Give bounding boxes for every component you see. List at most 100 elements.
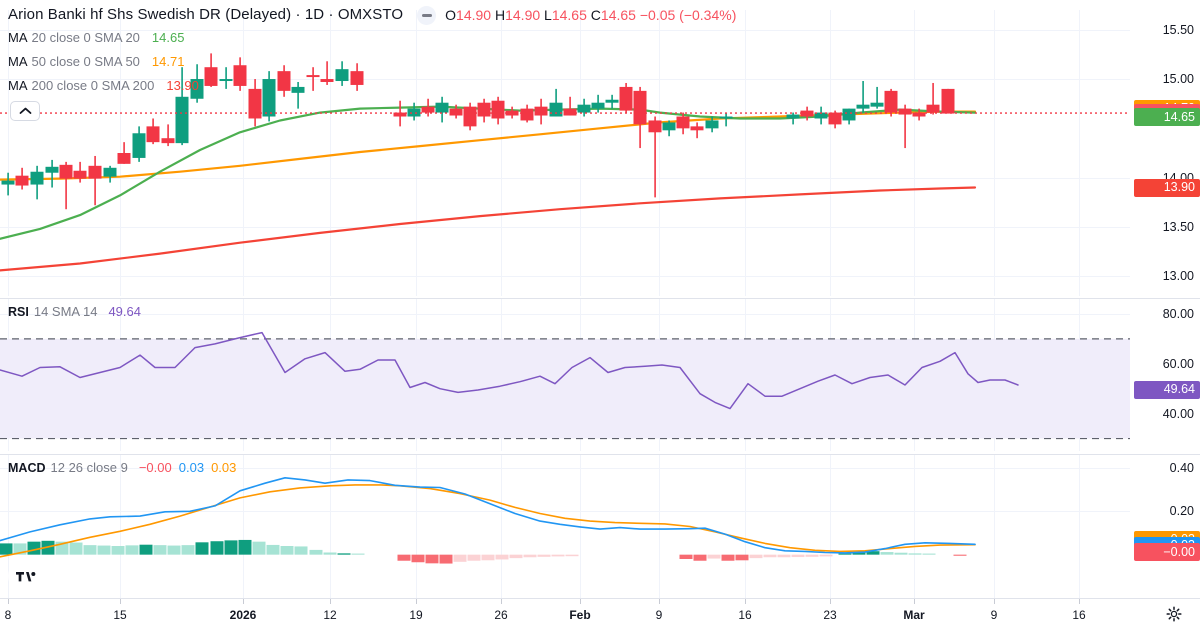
gridline-horizontal (0, 468, 1130, 469)
axis-tick-label: 0.40 (1169, 461, 1194, 475)
candle-body (277, 71, 291, 91)
candle-body (30, 171, 44, 185)
axis-tick-label: 15.00 (1162, 72, 1194, 87)
macd-axis[interactable]: 0.400.200.030.03−0.00 (1130, 455, 1200, 598)
rsi-legend[interactable]: RSI 14 SMA 14 49.64 (8, 304, 141, 319)
ohlc-change: −0.05 (−0.34%) (639, 6, 737, 23)
axis-tick-label: 13.00 (1162, 269, 1194, 284)
candle-body (662, 122, 676, 131)
macd-histogram-bar (805, 554, 819, 557)
gridline-vertical (416, 10, 417, 296)
gridline-vertical (830, 10, 831, 296)
price-axis[interactable]: 15.5015.0014.0013.5013.0014.7014.6514.65… (1130, 10, 1200, 296)
macd-histogram-bar (252, 541, 266, 555)
candle-body (421, 106, 435, 113)
rsi-legend-value: 49.64 (108, 304, 141, 319)
rsi-band (0, 338, 1130, 439)
macd-histogram-bar (351, 553, 365, 555)
macd-histogram-bar (693, 554, 707, 561)
page-title[interactable]: Arion Banki hf Shs Swedish DR (Delayed) … (8, 6, 404, 23)
time-tick-label: 15 (113, 608, 127, 622)
macd-line (0, 477, 976, 554)
candle-body (248, 88, 262, 119)
ohlc-close-value: 14.65 (600, 6, 636, 23)
candle-body (449, 108, 463, 116)
time-axis[interactable]: 8 15 2026 12 19 26 Feb 9 16 23 Mar 9 16 (0, 598, 1200, 630)
candle-body (814, 112, 828, 119)
time-tick-mark (243, 599, 244, 604)
candle-body (407, 108, 421, 117)
candle-body (477, 102, 491, 117)
axis-price-badge[interactable]: 14.65 (1134, 108, 1200, 127)
macd-legend[interactable]: MACD 12 26 close 9 −0.00 0.03 0.03 (8, 460, 236, 475)
candle-body (161, 138, 175, 144)
candle-body (233, 65, 247, 86)
macd-histogram-bar (13, 543, 27, 555)
ma200-line (0, 186, 977, 272)
macd-histogram-bar (266, 544, 280, 555)
indicator-legend-row[interactable]: MA 50 close 0 SMA 50 14.71 (8, 49, 736, 73)
axis-price-badge[interactable]: −0.00 (1134, 543, 1200, 562)
macd-value: −0.00 (138, 460, 172, 475)
candle-wick (654, 116, 656, 198)
indicator-args: 200 close 0 SMA 200 (31, 77, 155, 93)
candle-wick (569, 96, 571, 116)
time-tick-mark (830, 599, 831, 604)
macd-histogram-bar (894, 552, 908, 555)
candle-wick (312, 67, 314, 91)
macd-histogram-bar (852, 552, 866, 555)
gridline-vertical (745, 10, 746, 296)
candle-body (619, 86, 633, 111)
rsi-legend-name: RSI (8, 304, 29, 319)
candle-body (190, 79, 204, 99)
candle-body (45, 166, 59, 173)
ohlc-low-value: 14.65 (551, 6, 587, 23)
macd-histogram-bar (97, 545, 111, 555)
candle-body (786, 114, 800, 119)
candle-body (350, 71, 364, 85)
gridline-vertical (745, 455, 746, 598)
indicator-legend-row[interactable]: MA 200 close 0 SMA 200 13.90 (8, 73, 736, 97)
rsi-pane[interactable] (0, 299, 1130, 451)
candle-body (828, 112, 842, 125)
time-tick-label: 19 (409, 608, 423, 622)
candle-body (842, 108, 856, 121)
gridline-horizontal (0, 276, 1130, 278)
time-tick-label: 9 (655, 608, 663, 622)
gridline-vertical (659, 10, 660, 296)
rsi-line (0, 331, 1019, 410)
candle-body (103, 167, 117, 177)
gridline-vertical (416, 455, 417, 598)
price-pane[interactable] (0, 10, 1130, 296)
gridline-vertical (659, 455, 660, 598)
macd-pane[interactable] (0, 455, 1130, 598)
gridline-vertical (994, 10, 995, 296)
macd-histogram-bar (707, 554, 721, 559)
gridline-horizontal (0, 177, 1130, 179)
tradingview-logo[interactable] (8, 558, 44, 594)
time-tick-mark (580, 599, 581, 604)
candle-body (898, 108, 912, 115)
gridline-horizontal (0, 313, 1130, 315)
gear-icon[interactable] (1166, 606, 1182, 622)
axis-price-badge[interactable]: 49.64 (1134, 380, 1200, 399)
hide-icon[interactable] (417, 6, 437, 25)
macd-histogram-bar (551, 554, 565, 557)
candle-body (884, 90, 898, 113)
candle-body (926, 104, 940, 113)
collapse-pane-button[interactable] (10, 101, 40, 121)
candle-body (335, 69, 349, 82)
gridline-vertical (914, 10, 915, 296)
macd-histogram-bar (397, 554, 411, 561)
indicator-legend-row[interactable]: MA 20 close 0 SMA 20 14.65 (8, 25, 736, 49)
macd-histogram-bar (953, 554, 967, 556)
candle-body (219, 79, 233, 82)
axis-price-badge[interactable]: 13.90 (1134, 178, 1200, 197)
gridline-vertical (8, 455, 9, 598)
rsi-axis[interactable]: 80.00 60.00 40.00 49.64 (1130, 299, 1200, 451)
gridline-horizontal (0, 79, 1130, 81)
macd-legend-name: MACD (8, 460, 46, 475)
macd-histogram-bar (167, 545, 181, 555)
candle-wick (51, 159, 53, 188)
macd-histogram-bar (922, 553, 936, 555)
